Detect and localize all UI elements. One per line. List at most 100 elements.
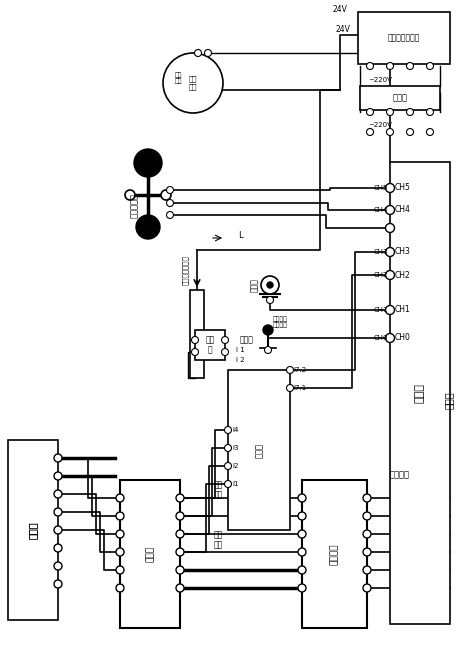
Circle shape [386,248,394,256]
Text: CH3: CH3 [373,249,388,255]
Text: CH4: CH4 [374,207,388,213]
Circle shape [125,190,135,200]
Text: I 1: I 1 [236,347,244,353]
Circle shape [406,129,414,135]
Text: 电压
采样: 电压 采样 [213,480,223,500]
Bar [360,86,440,110]
Circle shape [163,53,223,113]
Circle shape [266,296,273,304]
Text: 逆变器: 逆变器 [28,521,38,539]
Circle shape [267,282,273,288]
Circle shape [363,530,371,538]
Circle shape [116,584,124,592]
Text: 调试信号
数据采集: 调试信号 数据采集 [273,316,288,328]
Text: 记录仪: 记录仪 [444,391,454,409]
Circle shape [54,508,62,516]
Circle shape [116,548,124,556]
Circle shape [287,384,293,392]
Circle shape [263,325,273,335]
Circle shape [406,108,414,116]
Text: CH1: CH1 [373,307,388,313]
Text: 系小配电接线板: 系小配电接线板 [182,255,188,285]
Text: I3: I3 [232,445,239,451]
Bar [190,290,204,378]
Circle shape [298,530,306,538]
Text: CH0: CH0 [395,334,411,342]
Circle shape [386,223,394,233]
Circle shape [265,346,271,353]
Circle shape [363,548,371,556]
Circle shape [387,108,393,116]
Bar [195,330,225,360]
Text: ~220V: ~220V [368,77,392,83]
Circle shape [161,190,171,200]
Text: I1: I1 [232,481,239,487]
Circle shape [54,526,62,534]
Circle shape [166,187,174,194]
Circle shape [426,129,434,135]
Circle shape [367,108,373,116]
Circle shape [195,49,202,57]
Text: 24V: 24V [335,26,351,35]
Circle shape [176,566,184,574]
Circle shape [176,512,184,520]
Circle shape [386,306,394,315]
Text: CH3: CH3 [395,248,411,256]
Circle shape [224,480,232,487]
Circle shape [386,271,394,279]
Circle shape [224,426,232,434]
Bar [302,480,367,628]
Circle shape [363,494,371,502]
Bar [228,370,290,530]
Circle shape [222,348,228,355]
Circle shape [426,62,434,70]
Text: CH4: CH4 [395,206,411,214]
Text: CH2: CH2 [374,272,388,278]
Circle shape [387,62,393,70]
Circle shape [54,454,62,462]
Circle shape [261,276,279,294]
Text: 风速传感器: 风速传感器 [129,193,138,217]
Text: 辐射
基准: 辐射 基准 [174,72,182,84]
Circle shape [116,494,124,502]
Circle shape [222,336,228,344]
Text: 辐射
基准: 辐射 基准 [189,76,197,90]
Circle shape [363,566,371,574]
Circle shape [363,584,371,592]
Circle shape [224,463,232,470]
Circle shape [298,548,306,556]
Circle shape [136,215,160,239]
Text: 逆变器: 逆变器 [28,521,38,539]
Text: CH5: CH5 [395,183,411,193]
Text: 24V: 24V [333,5,347,14]
Circle shape [298,512,306,520]
Circle shape [287,367,293,373]
Circle shape [386,334,394,342]
Circle shape [166,200,174,206]
Circle shape [224,445,232,451]
Circle shape [176,584,184,592]
Circle shape [54,580,62,588]
Circle shape [176,530,184,538]
Text: I7.2: I7.2 [293,367,306,373]
Circle shape [363,512,371,520]
Circle shape [134,149,162,177]
Bar [8,440,58,620]
Text: 热电偶: 热电偶 [239,336,253,344]
Circle shape [191,336,198,344]
Circle shape [54,490,62,498]
Text: 电流采样: 电流采样 [330,543,339,565]
Text: 断路器: 断路器 [145,546,154,562]
Text: CH1: CH1 [395,306,411,315]
Circle shape [386,183,394,193]
Circle shape [54,544,62,552]
Bar [390,162,450,624]
Text: CH2: CH2 [395,271,411,279]
Circle shape [191,348,198,355]
Text: I 2: I 2 [236,357,244,363]
Circle shape [406,62,414,70]
Text: 辐射计: 辐射计 [250,278,259,292]
Circle shape [166,212,174,219]
Text: CH5: CH5 [374,185,388,191]
Text: 记录仪: 记录仪 [415,383,425,403]
